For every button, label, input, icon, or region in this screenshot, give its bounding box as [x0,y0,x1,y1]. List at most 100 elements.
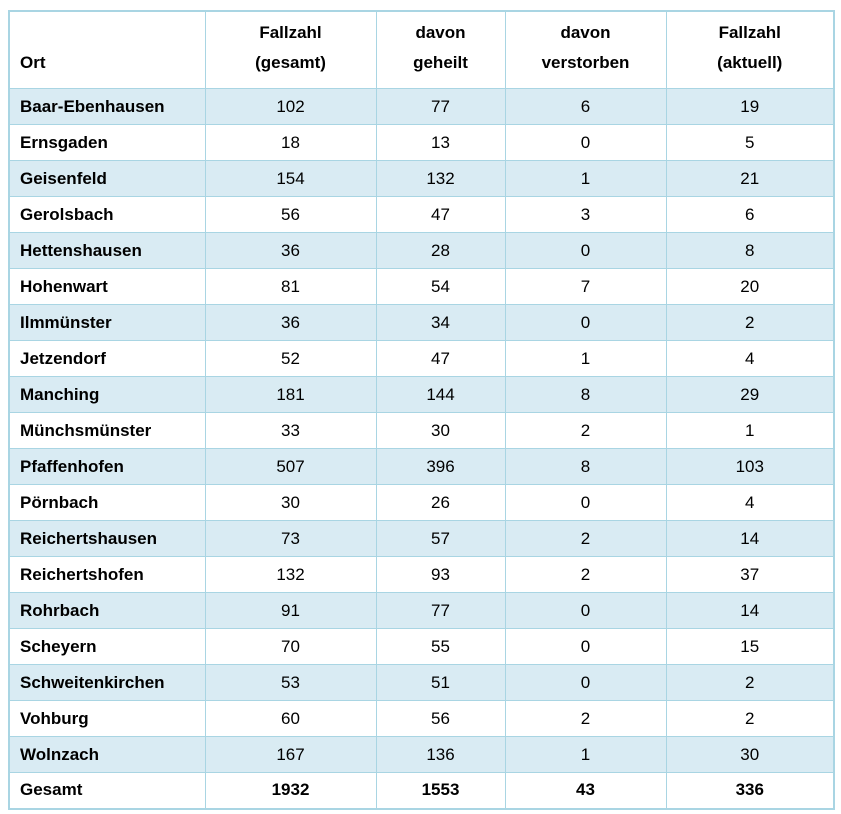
ort-cell: Pfaffenhofen [8,448,206,485]
total-value-cell: 43 [504,772,667,809]
value-cell: 36 [204,232,377,269]
value-cell: 20 [665,268,835,305]
table-row: Baar-Ebenhausen 102 77 6 19 [8,88,835,125]
table-row: Reichertshausen 73 57 2 14 [8,520,835,557]
value-cell: 0 [504,304,667,341]
value-cell: 136 [375,736,506,773]
table-row: Jetzendorf 52 47 1 4 [8,340,835,377]
col-header-line2: verstorben [541,53,630,72]
ort-cell: Manching [8,376,206,413]
total-value-cell: 1553 [375,772,506,809]
ort-cell: Gerolsbach [8,196,206,233]
value-cell: 396 [375,448,506,485]
table-row: Rohrbach 91 77 0 14 [8,592,835,629]
ort-cell: Schweitenkirchen [8,664,206,701]
value-cell: 3 [504,196,667,233]
value-cell: 47 [375,340,506,377]
table-row: Manching 181 144 8 29 [8,376,835,413]
value-cell: 77 [375,88,506,125]
value-cell: 132 [375,160,506,197]
value-cell: 102 [204,88,377,125]
total-value-cell: 336 [665,772,835,809]
value-cell: 57 [375,520,506,557]
value-cell: 5 [665,124,835,161]
value-cell: 54 [375,268,506,305]
value-cell: 53 [204,664,377,701]
value-cell: 2 [665,700,835,737]
ort-cell: Hettenshausen [8,232,206,269]
value-cell: 1 [504,340,667,377]
col-header-line2: (gesamt) [255,53,326,72]
value-cell: 28 [375,232,506,269]
col-header-line1: davon [560,23,611,42]
value-cell: 0 [504,628,667,665]
value-cell: 34 [375,304,506,341]
ort-cell: Vohburg [8,700,206,737]
value-cell: 2 [504,556,667,593]
col-header-line1: Fallzahl [718,23,781,42]
value-cell: 15 [665,628,835,665]
value-cell: 26 [375,484,506,521]
value-cell: 30 [375,412,506,449]
value-cell: 8 [504,448,667,485]
value-cell: 14 [665,520,835,557]
value-cell: 19 [665,88,835,125]
col-header-ort-label: Ort [20,53,46,72]
value-cell: 181 [204,376,377,413]
value-cell: 4 [665,484,835,521]
ort-cell: Geisenfeld [8,160,206,197]
total-row: Gesamt 1932 1553 43 336 [8,772,835,809]
value-cell: 36 [204,304,377,341]
value-cell: 55 [375,628,506,665]
table-row: Münchsmünster 33 30 2 1 [8,412,835,449]
ort-cell: Pörnbach [8,484,206,521]
ort-cell: Reichertshausen [8,520,206,557]
value-cell: 56 [204,196,377,233]
table-row: Hohenwart 81 54 7 20 [8,268,835,305]
value-cell: 0 [504,232,667,269]
value-cell: 1 [665,412,835,449]
table-row: Wolnzach 167 136 1 30 [8,736,835,773]
table-row: Vohburg 60 56 2 2 [8,700,835,737]
ort-cell: Scheyern [8,628,206,665]
value-cell: 4 [665,340,835,377]
value-cell: 507 [204,448,377,485]
value-cell: 33 [204,412,377,449]
value-cell: 93 [375,556,506,593]
table-row: Hettenshausen 36 28 0 8 [8,232,835,269]
col-header-line1: davon [415,23,466,42]
ort-cell: Münchsmünster [8,412,206,449]
value-cell: 52 [204,340,377,377]
value-cell: 2 [665,664,835,701]
ort-cell: Rohrbach [8,592,206,629]
value-cell: 167 [204,736,377,773]
col-header-line1: Fallzahl [259,23,322,42]
value-cell: 7 [504,268,667,305]
value-cell: 18 [204,124,377,161]
table-row: Pfaffenhofen 507 396 8 103 [8,448,835,485]
col-header-davon-verstorben: davon verstorben [504,10,667,89]
col-header-fallzahl-aktuell: Fallzahl (aktuell) [665,10,835,89]
value-cell: 73 [204,520,377,557]
value-cell: 2 [504,412,667,449]
value-cell: 8 [665,232,835,269]
total-label-cell: Gesamt [8,772,206,809]
value-cell: 0 [504,664,667,701]
value-cell: 1 [504,736,667,773]
col-header-fallzahl-gesamt: Fallzahl (gesamt) [204,10,377,89]
ort-cell: Wolnzach [8,736,206,773]
col-header-line2: (aktuell) [717,53,783,72]
table-row: Gerolsbach 56 47 3 6 [8,196,835,233]
value-cell: 0 [504,484,667,521]
value-cell: 2 [504,520,667,557]
value-cell: 0 [504,124,667,161]
col-header-ort: Ort [8,10,206,89]
value-cell: 51 [375,664,506,701]
value-cell: 91 [204,592,377,629]
col-header-line2: geheilt [413,53,468,72]
value-cell: 56 [375,700,506,737]
ort-cell: Baar-Ebenhausen [8,88,206,125]
table-row: Schweitenkirchen 53 51 0 2 [8,664,835,701]
value-cell: 29 [665,376,835,413]
